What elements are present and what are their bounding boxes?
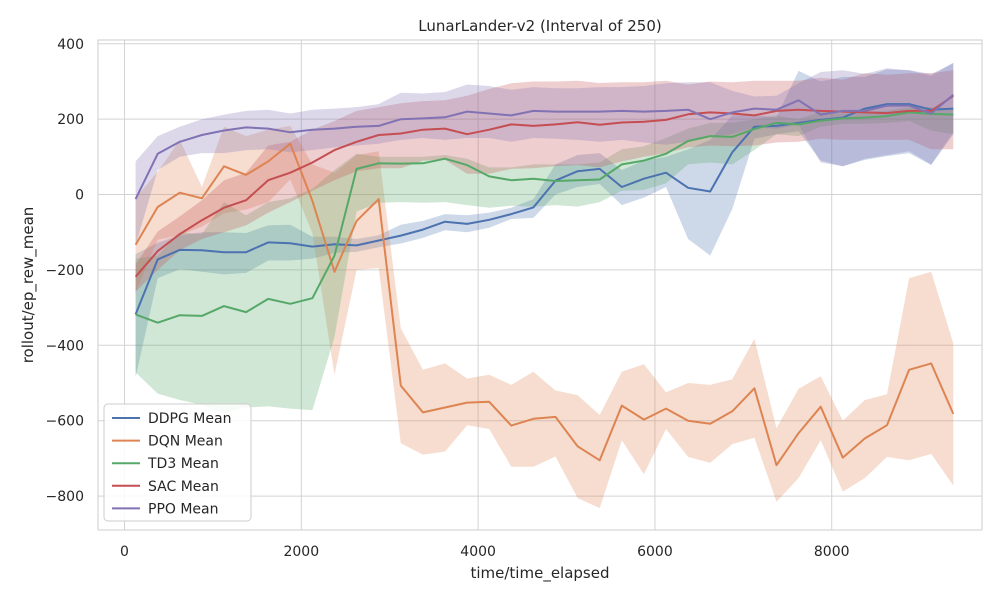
ddpg-mean-band (135, 62, 954, 378)
y-tick-label: −600 (46, 414, 84, 430)
ppo-mean-legend-label: PPO Mean (148, 501, 219, 517)
td3-mean-band (135, 107, 954, 414)
td3-mean-line (135, 111, 954, 324)
y-tick-label: −200 (46, 263, 84, 279)
td3-mean-legend-label: TD3 Mean (147, 456, 219, 472)
dqn-mean-band (135, 125, 954, 509)
y-axis-title: rollout/ep_rew_mean (19, 207, 38, 364)
x-tick-label: 8000 (814, 544, 850, 560)
y-tick-labels: −800 −600 −400 −200 0 200 400 (46, 37, 84, 505)
legend: DDPG Mean DQN Mean TD3 Mean SAC Mean PPO Mea… (103, 403, 252, 522)
y-tick-label: 400 (57, 37, 84, 53)
y-tick-label: −400 (46, 338, 84, 354)
plot-frame (97, 39, 983, 531)
x-tick-label: 6000 (637, 544, 673, 560)
x-tick-label: 4000 (460, 544, 496, 560)
chart-title: LunarLander-v2 (Interval of 250) (418, 17, 661, 35)
dqn-mean-line (134, 142, 955, 467)
x-tick-label: 0 (120, 544, 129, 560)
sac-mean-line (134, 94, 954, 278)
x-axis-title: time/time_elapsed (470, 564, 609, 583)
sac-mean-legend-label: SAC Mean (148, 479, 219, 495)
ddpg-mean-legend-label: DDPG Mean (148, 411, 231, 427)
ppo-mean-line (134, 93, 954, 200)
sac-mean-band (135, 70, 954, 292)
x-tick-labels: 0 2000 4000 6000 8000 (120, 544, 849, 560)
y-tick-label: 0 (75, 188, 84, 204)
y-tick-label: 200 (57, 112, 84, 128)
legend-box (103, 403, 252, 522)
series-lines (134, 93, 955, 467)
y-tick-label: −800 (46, 489, 84, 505)
x-tick-label: 2000 (283, 544, 319, 560)
dqn-mean-legend-label: DQN Mean (148, 434, 223, 450)
